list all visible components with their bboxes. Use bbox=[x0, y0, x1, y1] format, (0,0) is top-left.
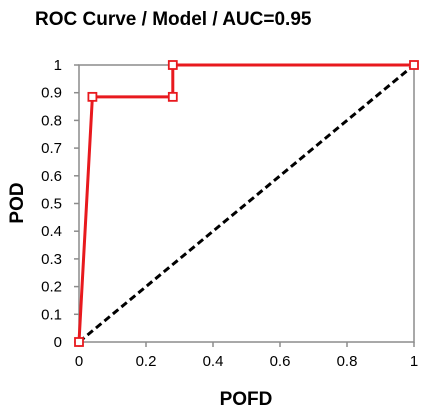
y-tick-label: 0.1 bbox=[41, 306, 62, 323]
roc-point-marker bbox=[167, 91, 178, 102]
y-tick-labels: 0 0.1 0.2 0.3 0.4 0.5 0.6 0.7 0.8 0.9 1 bbox=[41, 57, 79, 351]
y-tick-label: 0.9 bbox=[41, 85, 62, 102]
x-tick-label: 0.4 bbox=[203, 353, 224, 370]
x-tick-labels: 0 0.2 0.4 0.6 0.8 1 bbox=[75, 342, 418, 370]
x-axis-label: POFD bbox=[220, 389, 273, 410]
y-tick-label: 0.2 bbox=[41, 279, 62, 296]
roc-point-marker bbox=[409, 60, 419, 70]
y-tick-label: 0.4 bbox=[41, 223, 62, 240]
roc-point-marker bbox=[167, 60, 178, 70]
roc-point-marker bbox=[87, 91, 98, 102]
y-tick-label: 0.8 bbox=[41, 112, 62, 129]
y-tick-label: 0.3 bbox=[41, 251, 62, 268]
chart-title: ROC Curve / Model / AUC=0.95 bbox=[35, 9, 312, 30]
diagonal-reference-line bbox=[78, 63, 415, 344]
y-tick-label: 0 bbox=[54, 334, 62, 351]
x-tick-label: 0.2 bbox=[136, 353, 157, 370]
y-tick-label: 0.7 bbox=[41, 140, 62, 157]
series-layer bbox=[74, 60, 419, 347]
y-axis-label: POD bbox=[7, 182, 28, 223]
x-tick-label: 1 bbox=[410, 353, 418, 370]
y-tick-label: 0.5 bbox=[41, 196, 62, 213]
x-tick-label: 0.6 bbox=[270, 353, 291, 370]
roc-point-marker bbox=[74, 337, 84, 347]
y-tick-label: 1 bbox=[54, 57, 62, 74]
y-tick-label: 0.6 bbox=[41, 168, 62, 185]
x-tick-label: 0 bbox=[75, 353, 83, 370]
x-tick-label: 0.8 bbox=[337, 353, 358, 370]
